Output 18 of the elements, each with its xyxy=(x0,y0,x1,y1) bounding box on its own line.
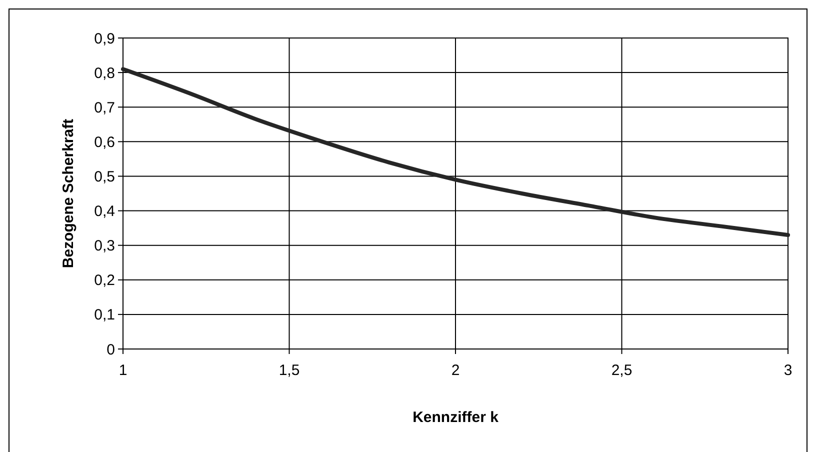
y-tick-label: 0,3 xyxy=(94,238,115,255)
x-tick-label: 3 xyxy=(784,362,792,379)
y-tick-label: 0,2 xyxy=(94,272,115,290)
y-tick-label: 0,9 xyxy=(94,30,115,48)
y-tick-label: 0,8 xyxy=(94,64,115,82)
y-tick-label: 0 xyxy=(106,341,115,358)
line-series xyxy=(121,67,790,237)
x-axis-title: Kennziffer k xyxy=(412,409,500,426)
y-tick-label: 0,6 xyxy=(94,134,115,151)
x-tick-label: 1 xyxy=(118,362,128,379)
y-tick-label: 0,4 xyxy=(94,203,115,220)
x-tick-label: 2,5 xyxy=(611,362,632,379)
y-tick-label: 0,5 xyxy=(94,168,115,186)
x-tick-label: 1,5 xyxy=(278,362,300,379)
y-tick-label: 0,7 xyxy=(94,99,115,116)
y-tick-label: 0,1 xyxy=(94,306,115,324)
x-tick-label: 2 xyxy=(451,362,460,379)
y-axis-title: Bezogene Scherkraft xyxy=(60,118,77,268)
